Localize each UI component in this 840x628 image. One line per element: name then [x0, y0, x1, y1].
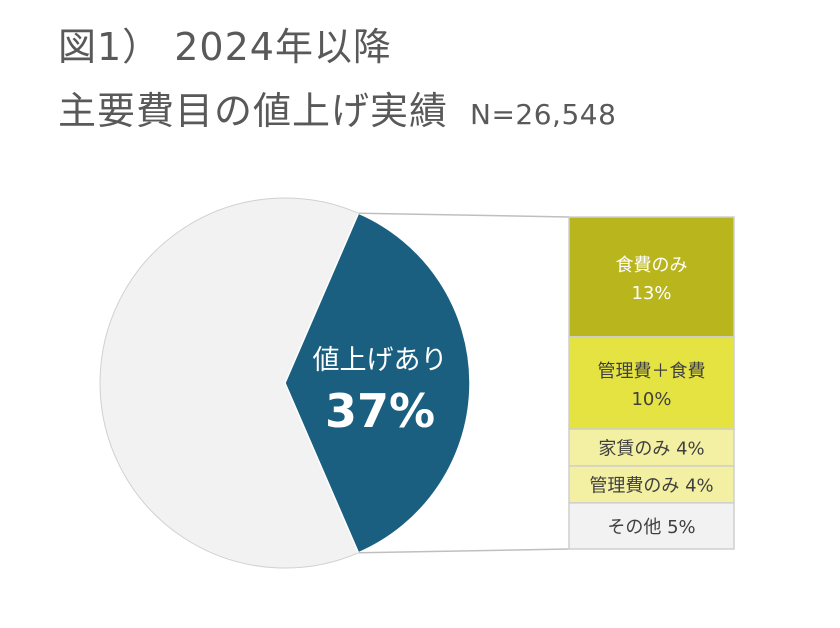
connector-line-top: [358, 212, 570, 218]
bar-label-mgmt-food: 管理費＋食費: [598, 361, 706, 382]
bar-segment-other: [568, 502, 735, 550]
bar-label-mgmt-only: 管理費のみ 4%: [589, 475, 713, 496]
bar-segment-rent-only: [568, 428, 735, 467]
chart-title-line1: 図1） 2024年以降: [58, 25, 392, 69]
chart-subtitle: 主要費目の値上げ実績: [58, 89, 449, 133]
bar-value-mgmt-food: 10%: [631, 389, 671, 410]
bar-label-food-only: 食費のみ: [616, 255, 688, 276]
chart-title-line2: 主要費目の値上げ実績 N=26,548: [58, 80, 616, 135]
bar-segment-mgmt-food: [568, 336, 735, 430]
bar-label-other: その他 5%: [607, 517, 695, 538]
pie-slice-other: [99, 197, 360, 569]
pie-label-price-increase: 値上げあり: [313, 345, 448, 376]
pie-slice-price-increase: [284, 212, 471, 554]
bar-segment-food-only: [568, 216, 735, 338]
bar-label-rent-only: 家賃のみ 4%: [598, 439, 704, 460]
sample-size: N=26,548: [470, 98, 617, 131]
pie-value-price-increase: 37%: [325, 384, 435, 438]
bar-value-food-only: 13%: [631, 283, 671, 304]
connector-line-bottom: [358, 548, 570, 554]
